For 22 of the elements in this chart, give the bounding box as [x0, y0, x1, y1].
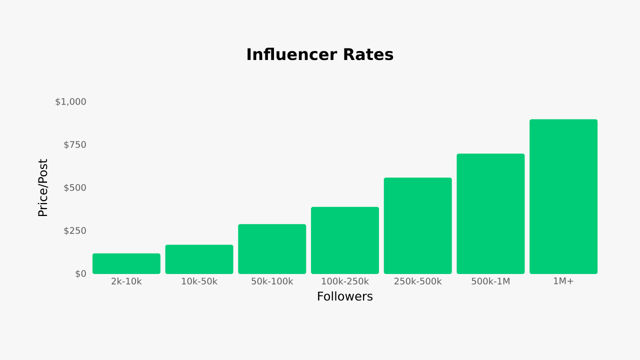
y-tick-label: $750 — [64, 140, 86, 150]
bar — [238, 224, 306, 274]
bar — [310, 206, 379, 274]
bar — [456, 154, 525, 274]
x-tick-label: 10k-50k — [182, 278, 218, 284]
y-tick-label: $500 — [64, 184, 86, 192]
y-tick-label: $1,000 — [56, 98, 86, 106]
y-tick-label: $250 — [64, 226, 86, 236]
chart-title: Influencer Rates — [248, 48, 394, 60]
y-tick-label: $0 — [76, 270, 86, 278]
bar — [384, 178, 452, 274]
x-tick-label: 2k-10k — [112, 278, 142, 284]
x-axis-title: Followers — [318, 291, 373, 301]
bar — [165, 244, 234, 274]
x-tick-label: 500k-1M — [472, 278, 510, 284]
y-axis-title: Price/Post — [38, 159, 48, 216]
x-tick-label: 50k-100k — [252, 278, 294, 284]
bar — [530, 119, 598, 274]
x-tick-label: 250k-500k — [394, 278, 442, 284]
x-tick-label: 1M+ — [554, 278, 574, 284]
bar — [92, 253, 160, 274]
x-tick-label: 100k-250k — [322, 278, 369, 284]
